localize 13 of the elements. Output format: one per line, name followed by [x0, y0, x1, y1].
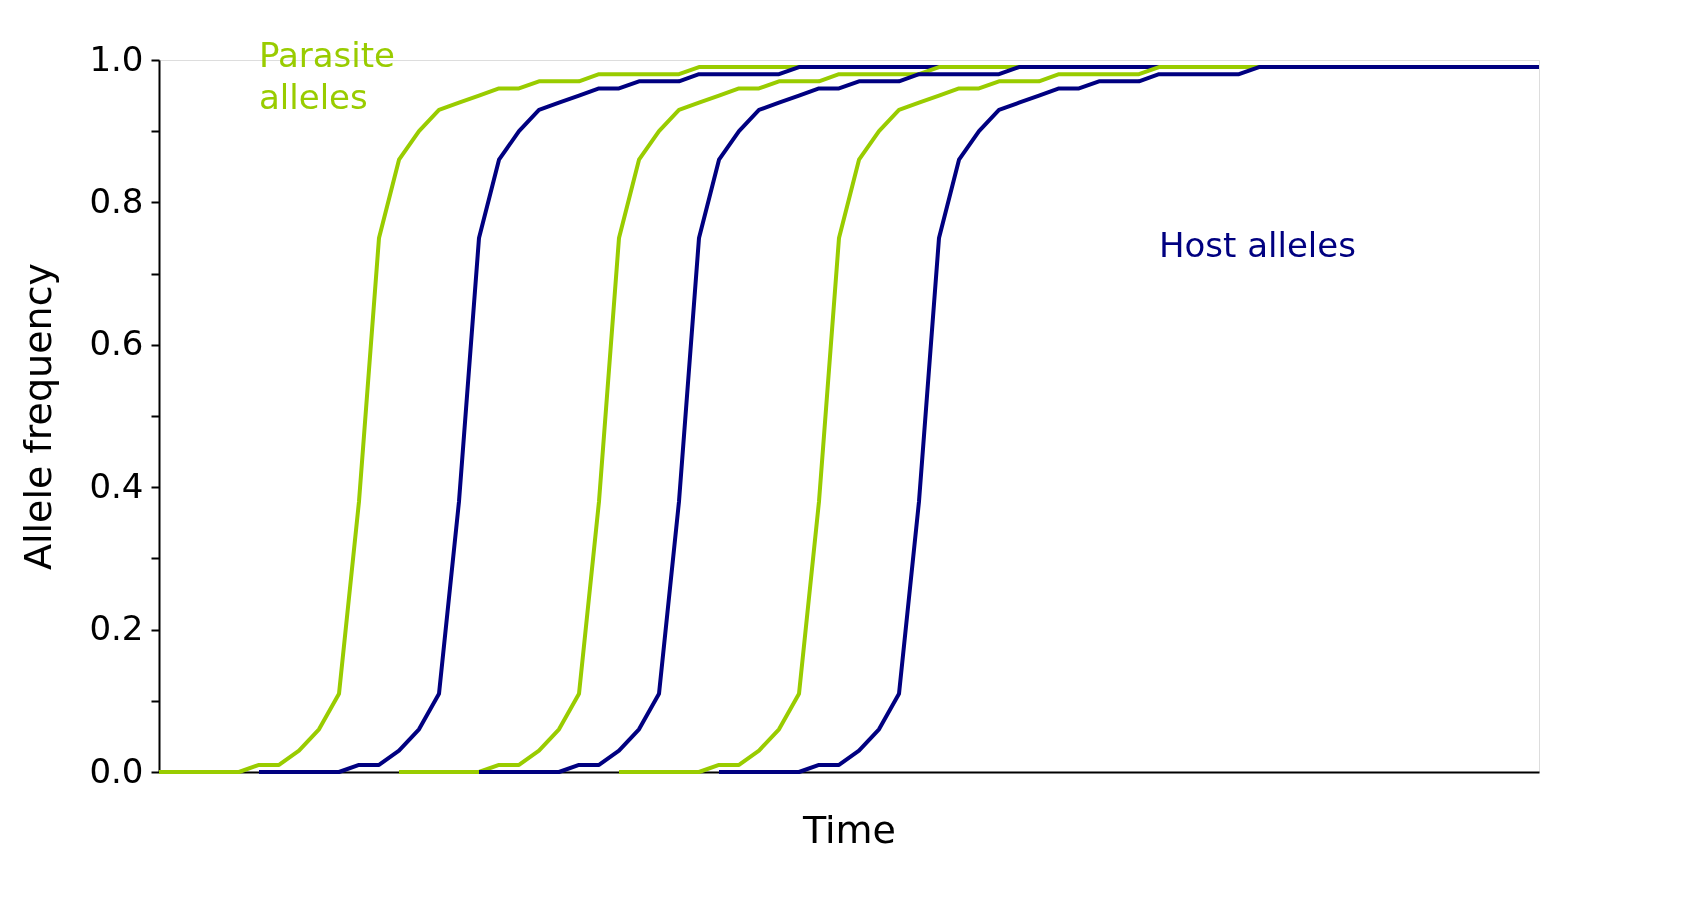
y-tick-label: 0.4 — [89, 465, 144, 506]
x-axis-title: Time — [802, 807, 896, 852]
y-tick-label: 0.2 — [89, 608, 144, 649]
y-tick-label: 1.0 — [89, 38, 144, 79]
y-tick-label: 0.8 — [89, 180, 144, 221]
series-label: Parasite alleles — [259, 35, 396, 117]
y-tick-label: 0.6 — [89, 323, 144, 364]
y-tick-label: 0.0 — [89, 750, 144, 791]
text: Host alleles — [1159, 225, 1356, 265]
y-axis-title: Allele frequency — [16, 262, 61, 571]
line-series — [157, 65, 801, 774]
line-series — [717, 65, 1541, 774]
line-series — [397, 65, 1021, 774]
